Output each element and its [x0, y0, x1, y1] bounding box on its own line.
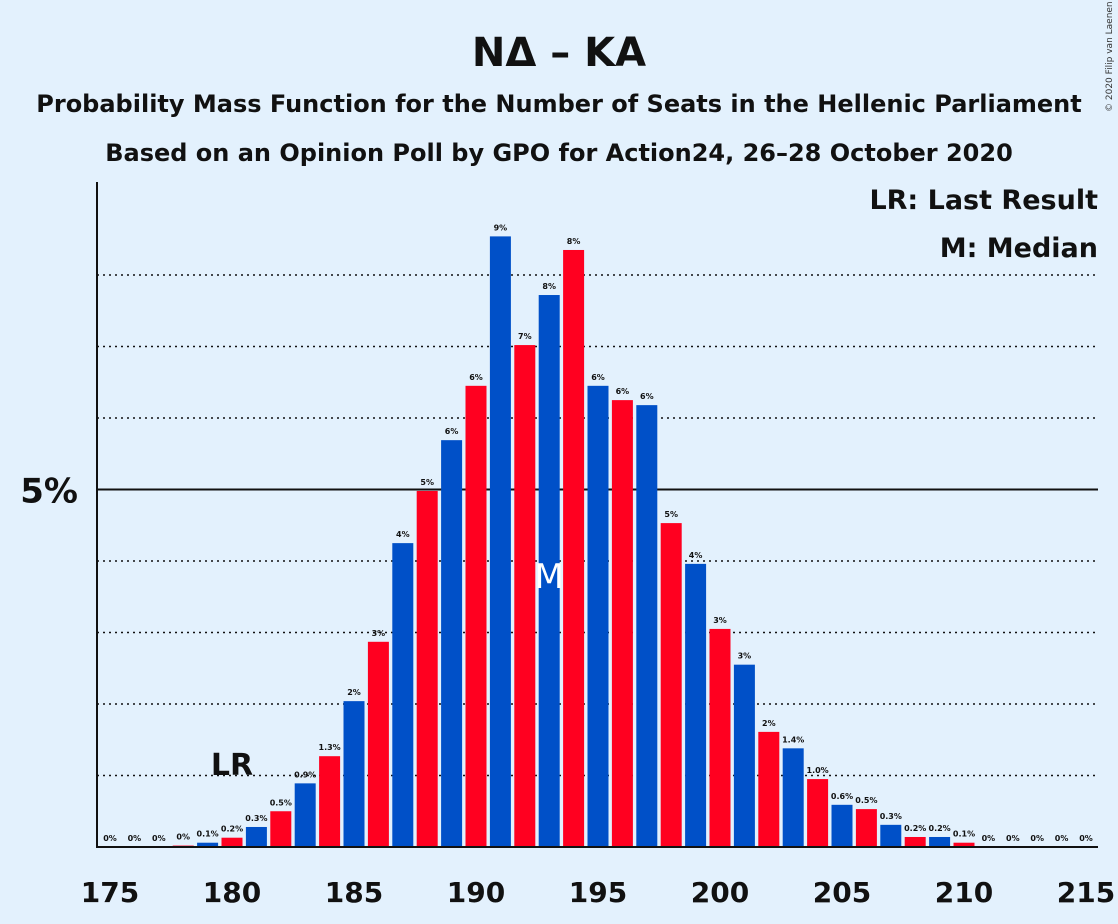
bar-series: [172, 236, 975, 848]
x-tick-label-215: 215: [1057, 876, 1115, 909]
data-label-seat-200: 3%: [713, 616, 727, 625]
bar-seat-187: [392, 543, 414, 847]
bar-seat-194: [563, 249, 585, 848]
data-label-seat-176: 0%: [128, 834, 142, 843]
grid-lines: [97, 274, 1098, 777]
data-label-seat-213: 0%: [1030, 834, 1044, 843]
bar-seat-208: [904, 836, 926, 847]
data-label-seat-188: 5%: [420, 478, 434, 487]
x-tick-label-210: 210: [935, 876, 993, 909]
data-label-seat-196: 6%: [616, 387, 630, 396]
median-marker: M: [535, 557, 564, 597]
x-tick-label-180: 180: [203, 876, 261, 909]
bar-seat-205: [831, 804, 853, 847]
data-label-seat-193: 8%: [542, 282, 556, 291]
bar-seat-199: [685, 563, 707, 847]
data-label-seat-212: 0%: [1006, 834, 1020, 843]
data-label-seat-210: 0.1%: [953, 830, 975, 839]
bar-seat-210: [953, 842, 975, 847]
data-label-seat-184: 1.3%: [319, 743, 341, 752]
x-tick-label-185: 185: [325, 876, 383, 909]
bar-seat-206: [855, 809, 877, 847]
data-label-seat-179: 0.1%: [197, 830, 219, 839]
data-label-seat-180: 0.2%: [221, 825, 243, 834]
data-label-seat-192: 7%: [518, 332, 532, 341]
bar-seat-179: [197, 842, 219, 847]
bar-seat-186: [367, 641, 389, 847]
data-label-seat-198: 5%: [664, 510, 678, 519]
bar-seat-181: [245, 826, 267, 847]
data-label-seat-185: 2%: [347, 688, 361, 697]
bar-seat-183: [294, 783, 316, 847]
data-label-seat-199: 4%: [689, 551, 703, 560]
data-label-seat-175: 0%: [103, 834, 117, 843]
bar-seat-180: [221, 837, 243, 847]
bar-seat-203: [782, 748, 804, 847]
data-label-seat-190: 6%: [469, 373, 483, 382]
legend-last-result: LR: Last Result: [869, 185, 1098, 216]
bar-seat-182: [270, 811, 292, 847]
data-label-seat-195: 6%: [591, 373, 605, 382]
bar-seat-188: [416, 490, 438, 847]
data-label-seat-177: 0%: [152, 834, 166, 843]
x-tick-labels: 175 180 185 190 195 200 205 210 215: [81, 876, 1115, 909]
bar-seat-185: [343, 701, 365, 847]
chart-title: NΔ – KA: [472, 30, 646, 76]
x-tick-label-205: 205: [813, 876, 871, 909]
x-tick-label-200: 200: [691, 876, 749, 909]
copyright-text: © 2020 Filip van Laenen: [1105, 1, 1115, 112]
data-label-seat-203: 1.4%: [782, 735, 804, 744]
bar-seat-196: [611, 400, 633, 847]
chart-subtitle-1: Probability Mass Function for the Number…: [36, 90, 1081, 118]
data-label-seat-194: 8%: [567, 237, 581, 246]
data-label-seat-191: 9%: [494, 223, 508, 232]
bar-seat-209: [929, 836, 951, 847]
bar-seat-197: [636, 405, 658, 847]
data-label-seat-202: 2%: [762, 719, 776, 728]
data-label-seat-208: 0.2%: [904, 824, 926, 833]
data-label-seat-181: 0.3%: [245, 814, 267, 823]
chart-subtitle-2: Based on an Opinion Poll by GPO for Acti…: [105, 139, 1013, 167]
data-label-seat-182: 0.5%: [270, 798, 292, 807]
data-label-seat-214: 0%: [1055, 834, 1069, 843]
bar-seat-198: [660, 523, 682, 847]
bar-seat-190: [465, 385, 487, 847]
data-label-seat-205: 0.6%: [831, 792, 853, 801]
last-result-marker: LR: [211, 748, 253, 783]
data-label-seat-197: 6%: [640, 392, 654, 401]
data-label-seat-209: 0.2%: [929, 824, 951, 833]
x-tick-label-190: 190: [447, 876, 505, 909]
data-label-seat-178: 0%: [176, 833, 190, 842]
bar-seat-201: [733, 664, 755, 847]
axes: [96, 182, 1098, 848]
bar-seat-200: [709, 628, 731, 847]
data-label-seat-215: 0%: [1079, 834, 1093, 843]
data-label-seat-189: 6%: [445, 427, 459, 436]
y-tick-label-5pct: 5%: [20, 472, 78, 512]
data-labels: 0% 0% 0% 0% 0.1%0.2%0.3%0.5%0.9%1.3%2%3%4%5%…: [103, 223, 1093, 843]
data-label-seat-183: 0.9%: [294, 770, 316, 779]
legend-median: M: Median: [940, 233, 1098, 264]
data-label-seat-207: 0.3%: [880, 812, 902, 821]
bar-seat-207: [880, 824, 902, 847]
x-tick-label-195: 195: [569, 876, 627, 909]
data-label-seat-187: 4%: [396, 530, 410, 539]
data-label-seat-206: 0.5%: [855, 796, 877, 805]
bar-seat-192: [514, 345, 536, 847]
bar-seat-193: [538, 295, 560, 847]
x-tick-label-175: 175: [81, 876, 139, 909]
data-label-seat-211: 0%: [982, 834, 996, 843]
data-label-seat-204: 1.0%: [807, 766, 829, 775]
data-label-seat-186: 3%: [372, 629, 386, 638]
bar-seat-191: [489, 236, 511, 847]
bar-seat-202: [758, 731, 780, 847]
data-label-seat-201: 3%: [738, 652, 752, 661]
bar-seat-189: [441, 440, 463, 847]
bar-seat-195: [587, 385, 609, 847]
bar-seat-184: [319, 756, 341, 847]
bar-seat-204: [807, 779, 829, 847]
